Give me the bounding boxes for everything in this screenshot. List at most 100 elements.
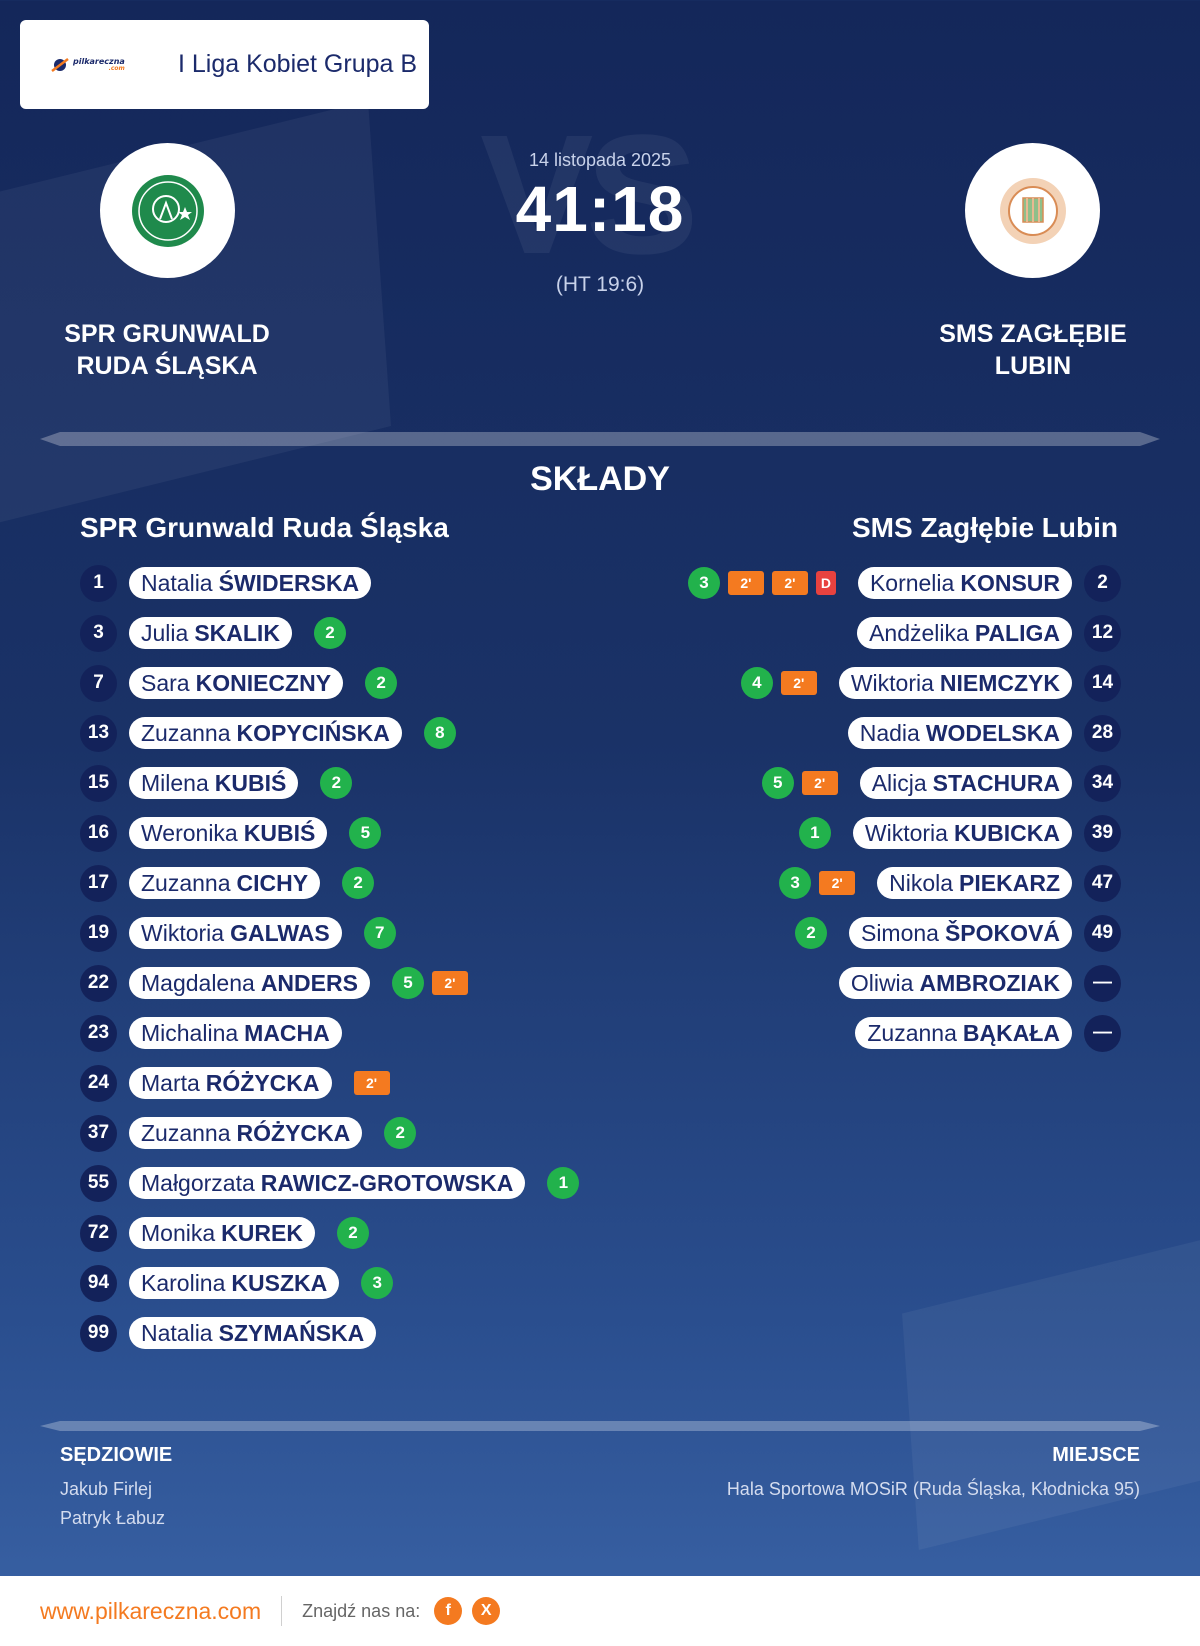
- home-team-name-line2: RUDA ŚLĄSKA: [76, 352, 258, 380]
- player-name[interactable]: Andżelika PALIGA: [857, 617, 1072, 649]
- player-name[interactable]: Zuzanna RÓŻYCKA: [129, 1117, 363, 1149]
- player-number: 94: [80, 1264, 117, 1302]
- goals-badge: 2: [794, 917, 827, 949]
- player-first-name: Natalia: [141, 1319, 213, 1346]
- player-name[interactable]: Natalia SZYMAŃSKA: [129, 1317, 377, 1349]
- player-name[interactable]: Zuzanna KOPYCIŃSKA: [129, 717, 402, 749]
- home-team-crest: [100, 143, 235, 278]
- player-name[interactable]: Nikola PIEKARZ: [877, 867, 1072, 899]
- player-last-name: ŚWIDERSKA: [218, 569, 360, 596]
- player-row: 37 Zuzanna RÓŻYCKA 2: [80, 1108, 579, 1158]
- player-first-name: Julia: [141, 619, 189, 646]
- facebook-icon[interactable]: f: [434, 1597, 463, 1625]
- player-name[interactable]: Karolina KUSZKA: [129, 1267, 340, 1299]
- home-squad-title: SPR Grunwald Ruda Śląska: [80, 512, 449, 543]
- player-name[interactable]: Oliwia AMBROZIAK: [838, 967, 1072, 999]
- venue-title: MIEJSCE: [1052, 1444, 1140, 1466]
- player-stats: 2: [342, 867, 375, 899]
- player-row: 2 Simona ŠPOKOVÁ 49: [688, 908, 1121, 958]
- section-divider: [40, 432, 1160, 446]
- player-number: 39: [1084, 814, 1121, 852]
- goals-badge: 2: [336, 1217, 369, 1249]
- player-stats: 2: [794, 917, 827, 949]
- player-number: 13: [80, 714, 117, 752]
- player-first-name: Magdalena: [141, 969, 255, 996]
- player-row: 3 2' Nikola PIEKARZ 47: [688, 858, 1121, 908]
- venue-block: MIEJSCE Hala Sportowa MOSiR (Ruda Śląska…: [727, 1444, 1140, 1504]
- player-number: 15: [80, 764, 117, 802]
- player-last-name: WODELSKA: [925, 719, 1060, 746]
- player-stats: 2: [336, 1217, 369, 1249]
- home-team-name-line1: SPR GRUNWALD: [64, 320, 270, 348]
- player-first-name: Nikola: [889, 869, 954, 896]
- player-number: 24: [80, 1064, 117, 1102]
- player-first-name: Andżelika: [869, 619, 969, 646]
- player-row: 94 Karolina KUSZKA 3: [80, 1258, 579, 1308]
- player-name[interactable]: Zuzanna BĄKAŁA: [855, 1017, 1072, 1049]
- home-team-name: SPR GRUNWALD RUDA ŚLĄSKA: [17, 318, 317, 382]
- player-number: 55: [80, 1164, 117, 1202]
- player-last-name: KUBIŚ: [243, 819, 316, 846]
- player-last-name: ŠPOKOVÁ: [944, 919, 1060, 946]
- player-last-name: ANDERS: [260, 969, 358, 996]
- player-name[interactable]: Milena KUBIŚ: [129, 767, 299, 799]
- player-name[interactable]: Alicja STACHURA: [859, 767, 1072, 799]
- player-stats: 2: [365, 667, 398, 699]
- player-name[interactable]: Kornelia KONSUR: [857, 567, 1072, 599]
- site-logo[interactable]: pilkareczna .com: [50, 55, 160, 75]
- player-last-name: GALWAS: [230, 919, 330, 946]
- match-date: 14 listopada 2025: [528, 150, 672, 170]
- player-name[interactable]: Wiktoria GALWAS: [129, 917, 342, 949]
- player-name[interactable]: Monika KUREK: [129, 1217, 315, 1249]
- player-last-name: SZYMAŃSKA: [218, 1319, 365, 1346]
- site-logo-text: pilkareczna: [73, 56, 125, 66]
- player-row: 1 Natalia ŚWIDERSKA: [80, 558, 579, 608]
- player-name[interactable]: Simona ŠPOKOVÁ: [848, 917, 1072, 949]
- player-name[interactable]: Magdalena ANDERS: [129, 967, 370, 999]
- goals-badge: 2: [320, 767, 353, 799]
- player-number: —: [1084, 1014, 1121, 1052]
- player-row: 99 Natalia SZYMAŃSKA: [80, 1308, 579, 1358]
- zaglebie-crest-icon: [999, 177, 1066, 244]
- goals-badge: 2: [313, 617, 346, 649]
- player-name[interactable]: Małgorzata RAWICZ-GROTOWSKA: [129, 1167, 526, 1199]
- player-last-name: KUSZKA: [231, 1269, 328, 1296]
- suspension-badge: 2': [780, 671, 817, 695]
- player-name[interactable]: Sara KONIECZNY: [129, 667, 344, 699]
- player-name[interactable]: Natalia ŚWIDERSKA: [129, 567, 372, 599]
- player-row: Andżelika PALIGA 12: [688, 608, 1121, 658]
- player-stats: 8: [423, 717, 456, 749]
- player-name[interactable]: Nadia WODELSKA: [847, 717, 1072, 749]
- section-divider: [40, 1421, 1160, 1435]
- player-last-name: BĄKAŁA: [962, 1019, 1060, 1046]
- player-last-name: KUREK: [221, 1219, 303, 1246]
- player-name[interactable]: Zuzanna CICHY: [129, 867, 321, 899]
- goals-badge: 4: [740, 667, 773, 699]
- player-stats: 7: [363, 917, 396, 949]
- goals-badge: 5: [349, 817, 382, 849]
- goals-badge: 5: [761, 767, 794, 799]
- player-name[interactable]: Wiktoria NIEMCZYK: [838, 667, 1072, 699]
- player-name[interactable]: Julia SKALIK: [129, 617, 292, 649]
- away-squad-title: SMS Zagłębie Lubin: [851, 512, 1118, 543]
- x-icon[interactable]: X: [472, 1597, 501, 1625]
- site-link[interactable]: www.pilkareczna.com: [40, 1597, 262, 1624]
- home-roster: 1 Natalia ŚWIDERSKA 3 Julia SKALIK 2 7 Sara KONIE…: [80, 558, 580, 1358]
- player-first-name: Wiktoria: [850, 669, 934, 696]
- player-name[interactable]: Marta RÓŻYCKA: [129, 1067, 332, 1099]
- goals-badge: 3: [779, 867, 812, 899]
- ball-logo-icon: [51, 57, 69, 72]
- player-last-name: PALIGA: [974, 619, 1060, 646]
- vs-watermark: VS: [480, 100, 699, 290]
- player-stats: 5 2': [761, 767, 838, 799]
- player-name[interactable]: Michalina MACHA: [129, 1017, 342, 1049]
- player-row: 3 Julia SKALIK 2: [80, 608, 579, 658]
- referee-name: Patryk Łabuz: [60, 1508, 166, 1528]
- player-name[interactable]: Weronika KUBIŚ: [129, 817, 328, 849]
- goals-badge: 2: [384, 1117, 417, 1149]
- player-first-name: Alicja: [871, 769, 927, 796]
- player-last-name: PIEKARZ: [959, 869, 1060, 896]
- player-name[interactable]: Wiktoria KUBICKA: [852, 817, 1072, 849]
- player-last-name: NIEMCZYK: [939, 669, 1060, 696]
- player-stats: 1: [547, 1167, 580, 1199]
